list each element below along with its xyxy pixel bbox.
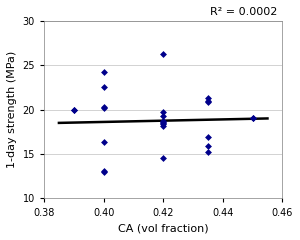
Point — [71, 108, 76, 111]
Point — [161, 119, 166, 123]
Point — [206, 135, 210, 139]
Point — [161, 120, 166, 124]
X-axis label: CA (vol fraction): CA (vol fraction) — [118, 223, 208, 233]
Point — [101, 106, 106, 110]
Point — [206, 144, 210, 148]
Point — [161, 110, 166, 114]
Point — [206, 150, 210, 154]
Point — [161, 114, 166, 118]
Point — [101, 70, 106, 74]
Point — [161, 156, 166, 160]
Point — [206, 101, 210, 104]
Point — [161, 121, 166, 125]
Point — [161, 122, 166, 126]
Point — [101, 170, 106, 174]
Point — [206, 96, 210, 100]
Point — [161, 124, 166, 127]
Point — [101, 169, 106, 173]
Point — [71, 108, 76, 111]
Point — [161, 53, 166, 56]
Point — [101, 140, 106, 144]
Point — [101, 105, 106, 109]
Point — [250, 116, 255, 120]
Point — [250, 117, 255, 120]
Y-axis label: 1-day strength (MPa): 1-day strength (MPa) — [7, 51, 17, 168]
Point — [101, 85, 106, 89]
Point — [206, 99, 210, 102]
Text: R² = 0.0002: R² = 0.0002 — [210, 7, 278, 17]
